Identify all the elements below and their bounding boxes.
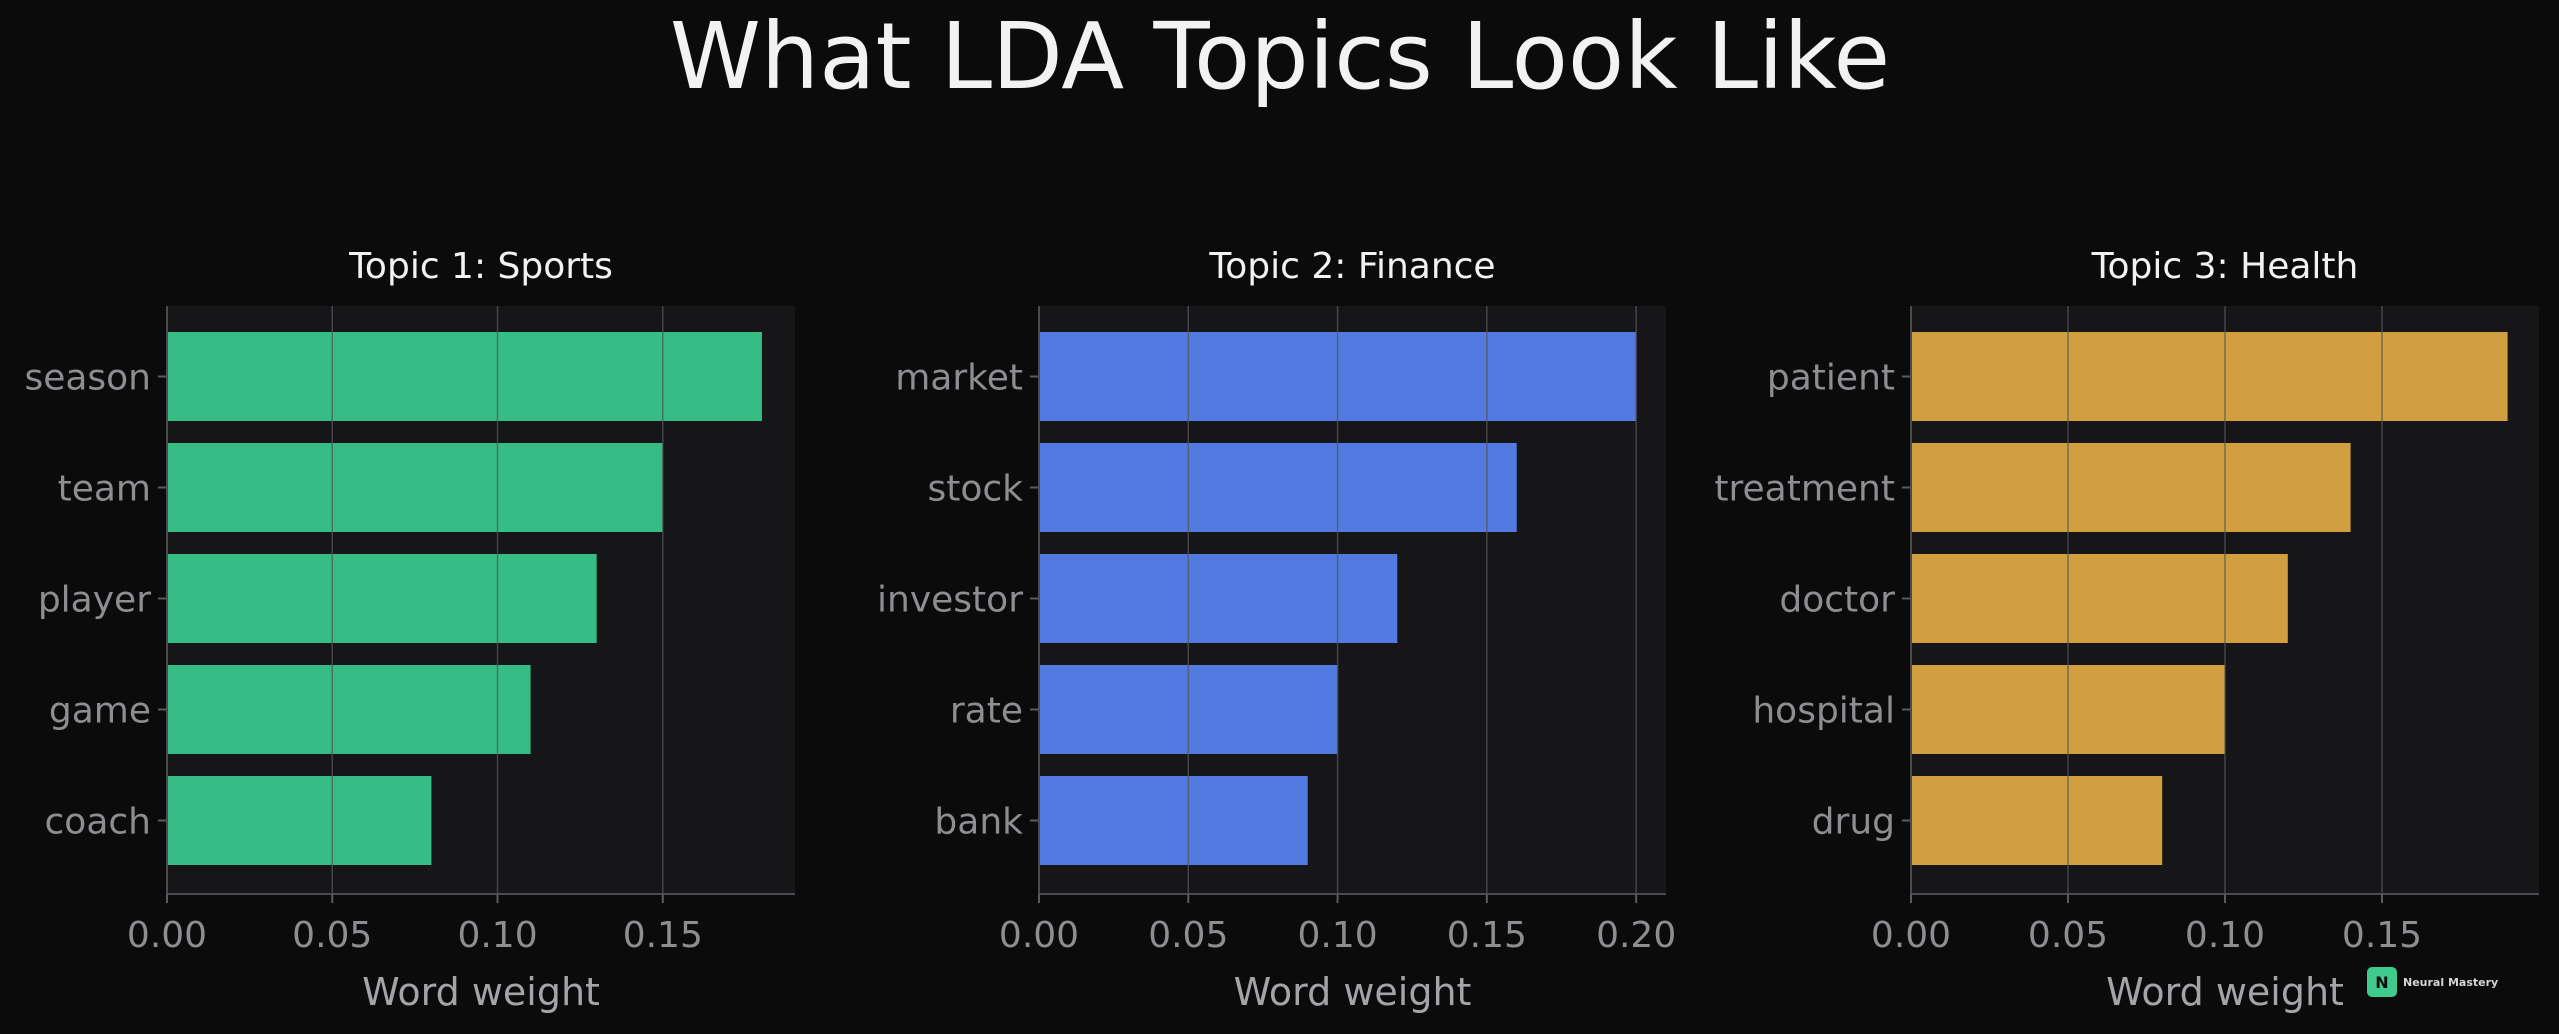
topic-panels: season team player game coach 0.00 0.05 0.10 0.1… <box>24 246 2539 1014</box>
x-tick-label-0.00: 0.00 <box>127 915 207 956</box>
bar-patient <box>1911 332 2508 421</box>
x-axis-label: Word weight <box>1234 970 1472 1014</box>
category-label-hospital: hospital <box>1752 691 1895 732</box>
bar-player <box>167 554 597 643</box>
panel-title: Topic 3: Health <box>2091 246 2359 287</box>
bar-bank <box>1039 776 1308 865</box>
x-tick-label-0.15: 0.15 <box>2342 915 2422 956</box>
brand-logo-icon <box>2367 967 2397 997</box>
category-label-investor: investor <box>877 580 1023 621</box>
bar-team <box>167 443 663 532</box>
bar-season <box>167 332 762 421</box>
category-label-treatment: treatment <box>1714 469 1895 510</box>
x-tick-label-0.05: 0.05 <box>1148 915 1228 956</box>
brand-name: Neural Mastery <box>2403 976 2498 989</box>
x-axis-label: Word weight <box>362 970 600 1014</box>
x-tick-label-0.15: 0.15 <box>1447 915 1527 956</box>
category-label-game: game <box>49 691 151 732</box>
category-label-stock: stock <box>927 469 1023 510</box>
bar-doctor <box>1911 554 2288 643</box>
category-label-coach: coach <box>45 802 152 843</box>
category-label-team: team <box>58 469 151 510</box>
topic-panel-2: market stock investor rate bank 0.00 0.05 0.10 0… <box>877 246 1676 1014</box>
x-tick-label-0.10: 0.10 <box>2185 915 2265 956</box>
panel-title: Topic 1: Sports <box>348 246 613 287</box>
bar-investor <box>1039 554 1398 643</box>
topic-panel-1: season team player game coach 0.00 0.05 0.10 0.1… <box>24 246 795 1014</box>
x-tick-label-0.20: 0.20 <box>1596 915 1676 956</box>
brand-watermark: N Neural Mastery <box>2367 967 2498 997</box>
x-tick-label-0.15: 0.15 <box>623 915 703 956</box>
x-tick-label-0.10: 0.10 <box>1297 915 1377 956</box>
x-tick-label-0.00: 0.00 <box>1871 915 1951 956</box>
bar-game <box>167 665 531 754</box>
bar-treatment <box>1911 443 2351 532</box>
bar-stock <box>1039 443 1517 532</box>
x-tick-label-0.05: 0.05 <box>2028 915 2108 956</box>
figure-title: What LDA Topics Look Like <box>670 3 1890 110</box>
x-tick-label-0.00: 0.00 <box>999 915 1079 956</box>
panel-title: Topic 2: Finance <box>1208 246 1495 287</box>
category-label-bank: bank <box>934 802 1023 843</box>
x-tick-label-0.05: 0.05 <box>292 915 372 956</box>
category-label-rate: rate <box>950 691 1023 732</box>
topic-panel-3: patient treatment doctor hospital drug 0.00 0.… <box>1714 246 2539 1014</box>
brand-initial: N <box>2375 973 2388 992</box>
bar-coach <box>167 776 432 865</box>
category-label-drug: drug <box>1812 802 1895 843</box>
category-label-player: player <box>38 580 151 621</box>
category-label-patient: patient <box>1767 358 1895 399</box>
category-label-market: market <box>895 358 1023 399</box>
category-label-doctor: doctor <box>1779 580 1895 621</box>
category-label-season: season <box>24 358 151 399</box>
bar-drug <box>1911 776 2163 865</box>
x-axis-label: Word weight <box>2106 970 2344 1014</box>
x-tick-label-0.10: 0.10 <box>457 915 537 956</box>
